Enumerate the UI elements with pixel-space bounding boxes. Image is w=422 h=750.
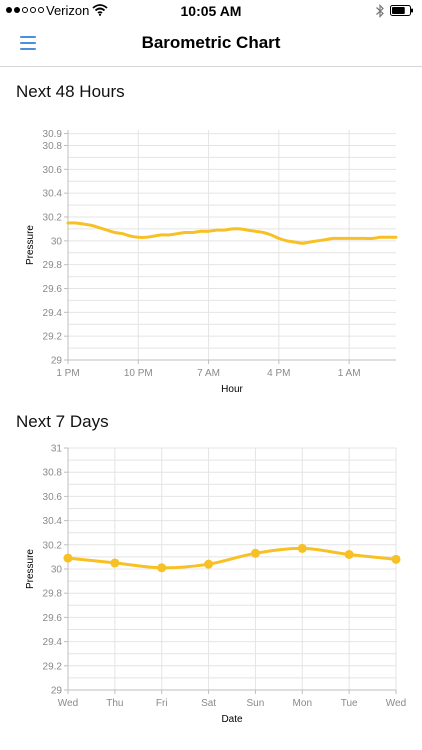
- x-tick-label: Fri: [156, 698, 168, 709]
- y-tick-label: 29.4: [43, 637, 63, 648]
- x-tick-label: 4 PM: [267, 368, 290, 379]
- y-tick-label: 29.4: [43, 308, 63, 319]
- y-tick-label: 29: [51, 356, 63, 367]
- y-tick-label: 30.4: [43, 189, 63, 200]
- signal-dot: [14, 7, 20, 13]
- signal-dot: [38, 7, 44, 13]
- y-tick-label: 30.6: [43, 492, 63, 503]
- data-point: [204, 559, 214, 569]
- y-tick-label: 29.6: [43, 613, 63, 624]
- signal-dot: [22, 7, 28, 13]
- y-tick-label: 30.8: [43, 141, 63, 152]
- clock-time: 10:05 AM: [180, 3, 242, 19]
- bluetooth-icon: [376, 4, 384, 18]
- y-tick-label: 29.8: [43, 589, 63, 600]
- x-tick-label: Sat: [201, 698, 216, 709]
- y-tick-label: 30.8: [43, 468, 63, 479]
- nav-bar: Barometric Chart: [0, 22, 422, 67]
- data-point: [344, 549, 354, 559]
- x-tick-label: 1 AM: [338, 368, 361, 379]
- y-axis-title: Pressure: [25, 225, 36, 265]
- y-tick-label: 29.2: [43, 332, 63, 343]
- data-point: [157, 563, 167, 573]
- x-tick-label: Tue: [341, 698, 358, 709]
- x-tick-label: Wed: [386, 698, 406, 709]
- x-axis-title: Date: [221, 714, 243, 725]
- y-tick-label: 30: [51, 236, 63, 247]
- pressure-line-48h: [66, 221, 398, 245]
- hamburger-menu-icon[interactable]: [20, 36, 36, 50]
- y-tick-label: 30.2: [43, 540, 63, 551]
- carrier-label: Verizon: [46, 3, 90, 18]
- y-tick-label: 29.6: [43, 284, 63, 295]
- grid-lines: [67, 447, 397, 691]
- wifi-icon: [92, 4, 108, 16]
- y-tick-label: 31: [51, 444, 63, 455]
- y-tick-label: 29: [51, 686, 63, 697]
- data-point: [110, 558, 120, 568]
- hours-chart: 29 29.2 29.4 29.6 29.8 30 30.2 30.4 30.6 30.8 30.9…: [0, 112, 422, 400]
- data-point: [63, 553, 73, 563]
- x-tick-label: Sun: [247, 698, 265, 709]
- x-tick-label: Wed: [58, 698, 78, 709]
- hours-section-title: Next 48 Hours: [16, 82, 125, 101]
- y-tick-label: 30.9: [43, 129, 63, 140]
- battery-icon: [390, 5, 413, 16]
- data-point: [250, 548, 260, 558]
- data-point: [297, 543, 307, 553]
- x-tick-label: 10 PM: [124, 368, 153, 379]
- y-tick-label: 29.2: [43, 661, 63, 672]
- days-section-title: Next 7 Days: [16, 412, 109, 431]
- data-point: [391, 554, 401, 564]
- hours-chart-svg: 29 29.2 29.4 29.6 29.8 30 30.2 30.4 30.6 30.830.9…: [25, 129, 398, 395]
- x-tick-label: Thu: [106, 698, 123, 709]
- grid-lines: [67, 130, 396, 361]
- y-tick-label: 29.8: [43, 260, 63, 271]
- days-chart-svg: 29 29.2 29.4 29.6 29.8 30 30.2 30.4 30.6 30.8 31 We…: [25, 444, 406, 726]
- signal-dot: [30, 7, 36, 13]
- y-tick-label: 30: [51, 565, 63, 576]
- signal-dot: [6, 7, 12, 13]
- y-tick-label: 30.6: [43, 165, 63, 176]
- page-title: Barometric Chart: [141, 33, 281, 52]
- y-tick-label: 30.4: [43, 516, 63, 527]
- x-axis-title: Hour: [221, 384, 243, 395]
- x-tick-label: 7 AM: [197, 368, 220, 379]
- status-bar: Verizon 10:05 AM: [0, 0, 422, 22]
- days-chart: 29 29.2 29.4 29.6 29.8 30 30.2 30.4 30.6 30.8 31 We…: [0, 442, 422, 727]
- y-axis-title: Pressure: [25, 549, 36, 589]
- x-tick-label: 1 PM: [56, 368, 79, 379]
- y-tick-label: 30.2: [43, 212, 63, 223]
- signal-dots-icon: [6, 7, 44, 13]
- x-tick-label: Mon: [293, 698, 312, 709]
